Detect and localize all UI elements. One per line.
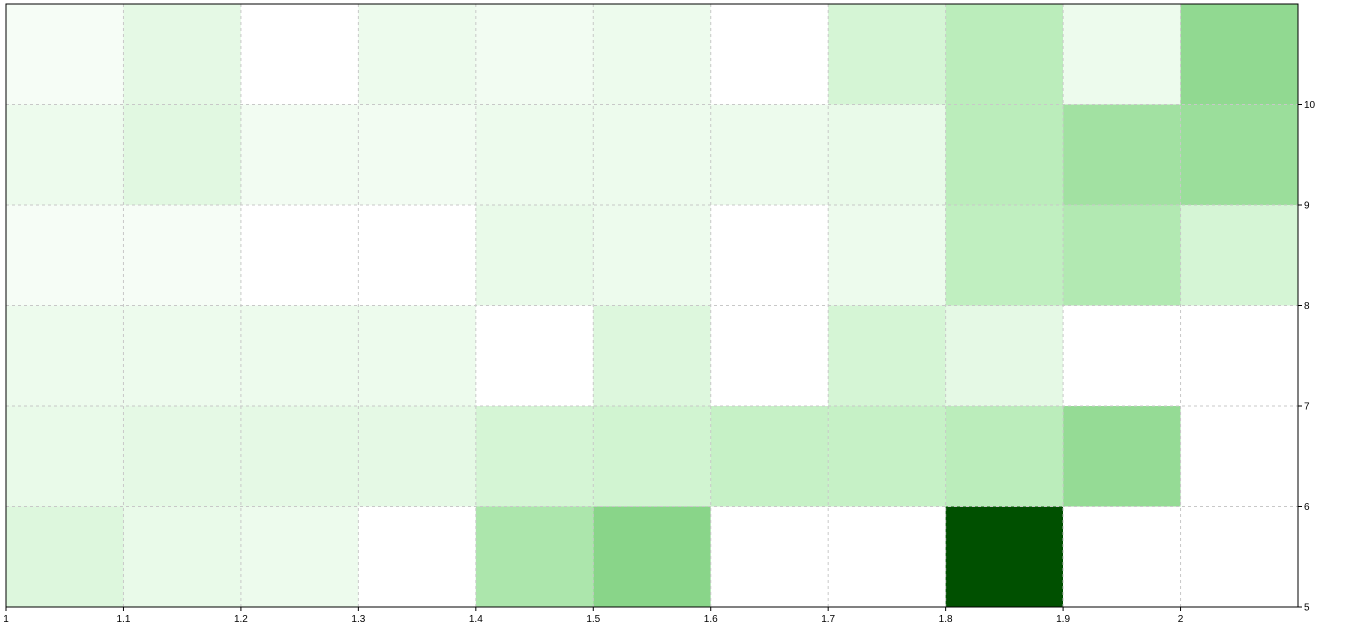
heatmap-cell bbox=[358, 305, 476, 406]
heatmap-cell bbox=[945, 305, 1064, 406]
heatmap-cell bbox=[358, 506, 476, 607]
heatmap-cell bbox=[1063, 104, 1181, 205]
heatmap-cell bbox=[358, 205, 476, 306]
heatmap-cell bbox=[593, 506, 711, 607]
heatmap-cell bbox=[358, 406, 476, 507]
heatmap-cell bbox=[1180, 506, 1298, 607]
x-tick-label: 1.3 bbox=[351, 614, 365, 625]
heatmap-cell bbox=[945, 506, 1064, 607]
heatmap-cell bbox=[710, 406, 829, 507]
x-axis: 1 1.1 1.2 1.3 1.4 1.5 1.6 1.7 1.8 1.9 2 bbox=[3, 607, 1184, 625]
heatmap-cells bbox=[6, 4, 1298, 607]
heatmap-cell bbox=[945, 4, 1064, 105]
x-tick-label: 1.6 bbox=[704, 614, 718, 625]
heatmap-cell bbox=[828, 506, 946, 607]
x-tick-label: 1.4 bbox=[469, 614, 483, 625]
x-tick-label: 1.8 bbox=[939, 614, 953, 625]
heatmap-cell bbox=[710, 104, 829, 205]
heatmap-cell bbox=[6, 305, 124, 406]
heatmap-cell bbox=[945, 104, 1064, 205]
heatmap-cell bbox=[593, 406, 711, 507]
heatmap-cell bbox=[240, 205, 359, 306]
x-tick-label: 1.2 bbox=[234, 614, 248, 625]
y-tick-label: 5 bbox=[1304, 603, 1310, 614]
y-axis: 5 6 7 8 9 10 bbox=[1298, 100, 1316, 614]
heatmap-cell bbox=[593, 205, 711, 306]
y-tick-label: 9 bbox=[1304, 201, 1310, 212]
heatmap-cell bbox=[475, 104, 594, 205]
heatmap-cell bbox=[828, 4, 946, 105]
heatmap-cell bbox=[1063, 4, 1181, 105]
heatmap-cell bbox=[1063, 406, 1181, 507]
heatmap-cell bbox=[593, 104, 711, 205]
heatmap-cell bbox=[710, 4, 829, 105]
heatmap-cell bbox=[123, 205, 241, 306]
heatmap-cell bbox=[123, 4, 241, 105]
y-tick-label: 7 bbox=[1304, 402, 1310, 413]
x-tick-label: 1.7 bbox=[821, 614, 835, 625]
x-tick-label: 1.1 bbox=[117, 614, 131, 625]
heatmap-cell bbox=[828, 205, 946, 306]
heatmap-cell bbox=[475, 205, 594, 306]
heatmap-cell bbox=[593, 4, 711, 105]
heatmap-cell bbox=[1180, 4, 1298, 105]
y-tick-label: 10 bbox=[1304, 100, 1316, 111]
heatmap-cell bbox=[475, 305, 594, 406]
heatmap-cell bbox=[123, 406, 241, 507]
heatmap-cell bbox=[1180, 205, 1298, 306]
heatmap-cell bbox=[1180, 104, 1298, 205]
heatmap-cell bbox=[6, 4, 124, 105]
heatmap-cell bbox=[240, 406, 359, 507]
x-tick-label: 2 bbox=[1178, 614, 1184, 625]
heatmap-cell bbox=[6, 104, 124, 205]
heatmap-cell bbox=[828, 305, 946, 406]
heatmap-cell bbox=[240, 305, 359, 406]
heatmap-cell bbox=[828, 104, 946, 205]
heatmap-cell bbox=[358, 4, 476, 105]
heatmap-cell bbox=[945, 205, 1064, 306]
heatmap-cell bbox=[6, 506, 124, 607]
heatmap-cell bbox=[1063, 205, 1181, 306]
heatmap-cell bbox=[123, 305, 241, 406]
x-tick-label: 1.9 bbox=[1056, 614, 1070, 625]
heatmap-cell bbox=[6, 205, 124, 306]
heatmap-cell bbox=[945, 406, 1064, 507]
x-tick-label: 1.5 bbox=[586, 614, 600, 625]
heatmap-cell bbox=[475, 4, 594, 105]
y-tick-label: 6 bbox=[1304, 502, 1310, 513]
heatmap-cell bbox=[240, 4, 359, 105]
heatmap-cell bbox=[358, 104, 476, 205]
heatmap-cell bbox=[475, 506, 594, 607]
x-tick-label: 1 bbox=[3, 614, 9, 625]
heatmap-cell bbox=[1063, 305, 1181, 406]
heatmap-cell bbox=[828, 406, 946, 507]
heatmap-cell bbox=[6, 406, 124, 507]
heatmap-cell bbox=[593, 305, 711, 406]
heatmap-cell bbox=[475, 406, 594, 507]
heatmap-cell bbox=[1180, 305, 1298, 406]
heatmap-cell bbox=[710, 205, 829, 306]
heatmap-cell bbox=[710, 305, 829, 406]
heatmap-cell bbox=[123, 104, 241, 205]
grid-lines bbox=[6, 4, 1298, 607]
heatmap-cell bbox=[1180, 406, 1298, 507]
heatmap-cell bbox=[123, 506, 241, 607]
heatmap-cell bbox=[1063, 506, 1181, 607]
heatmap-cell bbox=[710, 506, 829, 607]
heatmap-cell bbox=[240, 506, 359, 607]
y-tick-label: 8 bbox=[1304, 301, 1310, 312]
heatmap-cell bbox=[240, 104, 359, 205]
